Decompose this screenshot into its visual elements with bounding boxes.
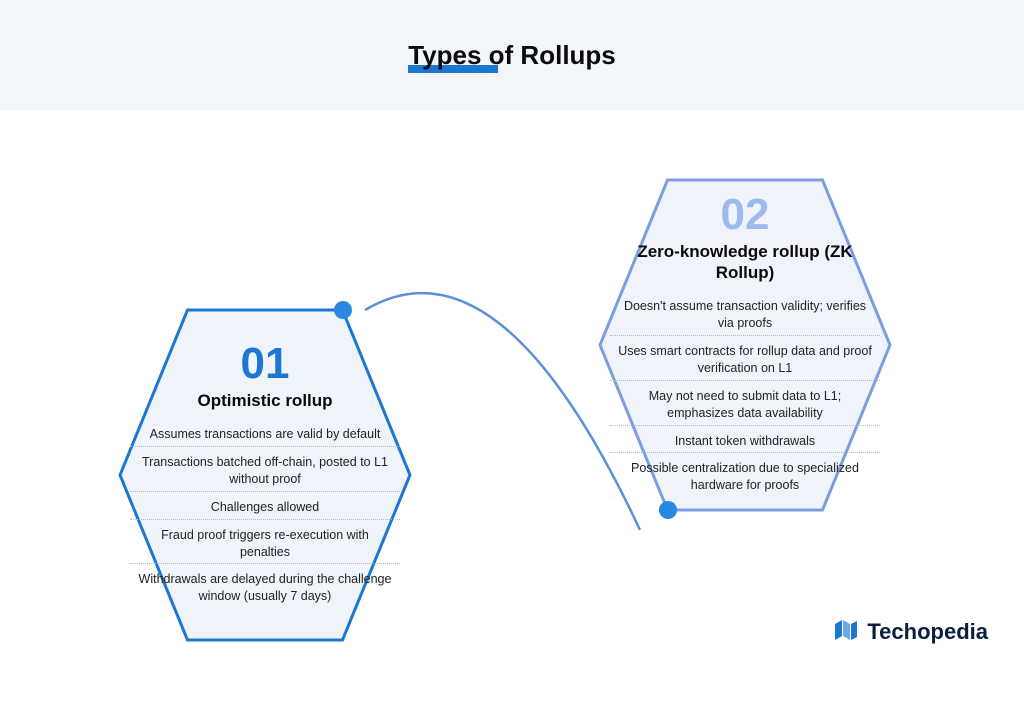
- hex-number-1: 01: [241, 342, 290, 386]
- page-title: Types of Rollups: [408, 40, 616, 71]
- hex-list-2: Doesn't assume transaction validity; ver…: [610, 295, 880, 497]
- hex-title-1: Optimistic rollup: [197, 390, 332, 411]
- logo: Techopedia: [831, 618, 988, 646]
- hex-bullet: Uses smart contracts for rollup data and…: [610, 340, 880, 381]
- header-bar: Types of Rollups: [0, 0, 1024, 110]
- hex-bullet: Doesn't assume transaction validity; ver…: [610, 295, 880, 336]
- logo-icon: [831, 618, 859, 646]
- title-container: Types of Rollups: [408, 40, 616, 71]
- hex-bullet: Instant token withdrawals: [610, 430, 880, 454]
- hex-bullet: Withdrawals are delayed during the chall…: [130, 568, 400, 608]
- hex-title-2: Zero-knowledge rollup (ZK Rollup): [610, 241, 880, 284]
- hexagon-optimistic: 01 Optimistic rollup Assumes transaction…: [110, 300, 420, 650]
- hex-bullet: Assumes transactions are valid by defaul…: [130, 423, 400, 447]
- hex-bullet: Fraud proof triggers re-execution with p…: [130, 524, 400, 565]
- hex-number-2: 02: [721, 193, 770, 237]
- hex-bullet: May not need to submit data to L1; empha…: [610, 385, 880, 426]
- logo-text: Techopedia: [867, 619, 988, 645]
- hex-bullet: Possible centralization due to specializ…: [610, 457, 880, 497]
- connector-dot-2: [659, 501, 677, 519]
- diagram-area: 01 Optimistic rollup Assumes transaction…: [0, 110, 1024, 670]
- hexagon-zk: 02 Zero-knowledge rollup (ZK Rollup) Doe…: [590, 170, 900, 520]
- hex-list-1: Assumes transactions are valid by defaul…: [130, 423, 400, 608]
- hex-bullet: Challenges allowed: [130, 496, 400, 520]
- hex-bullet: Transactions batched off-chain, posted t…: [130, 451, 400, 492]
- connector-dot-1: [334, 301, 352, 319]
